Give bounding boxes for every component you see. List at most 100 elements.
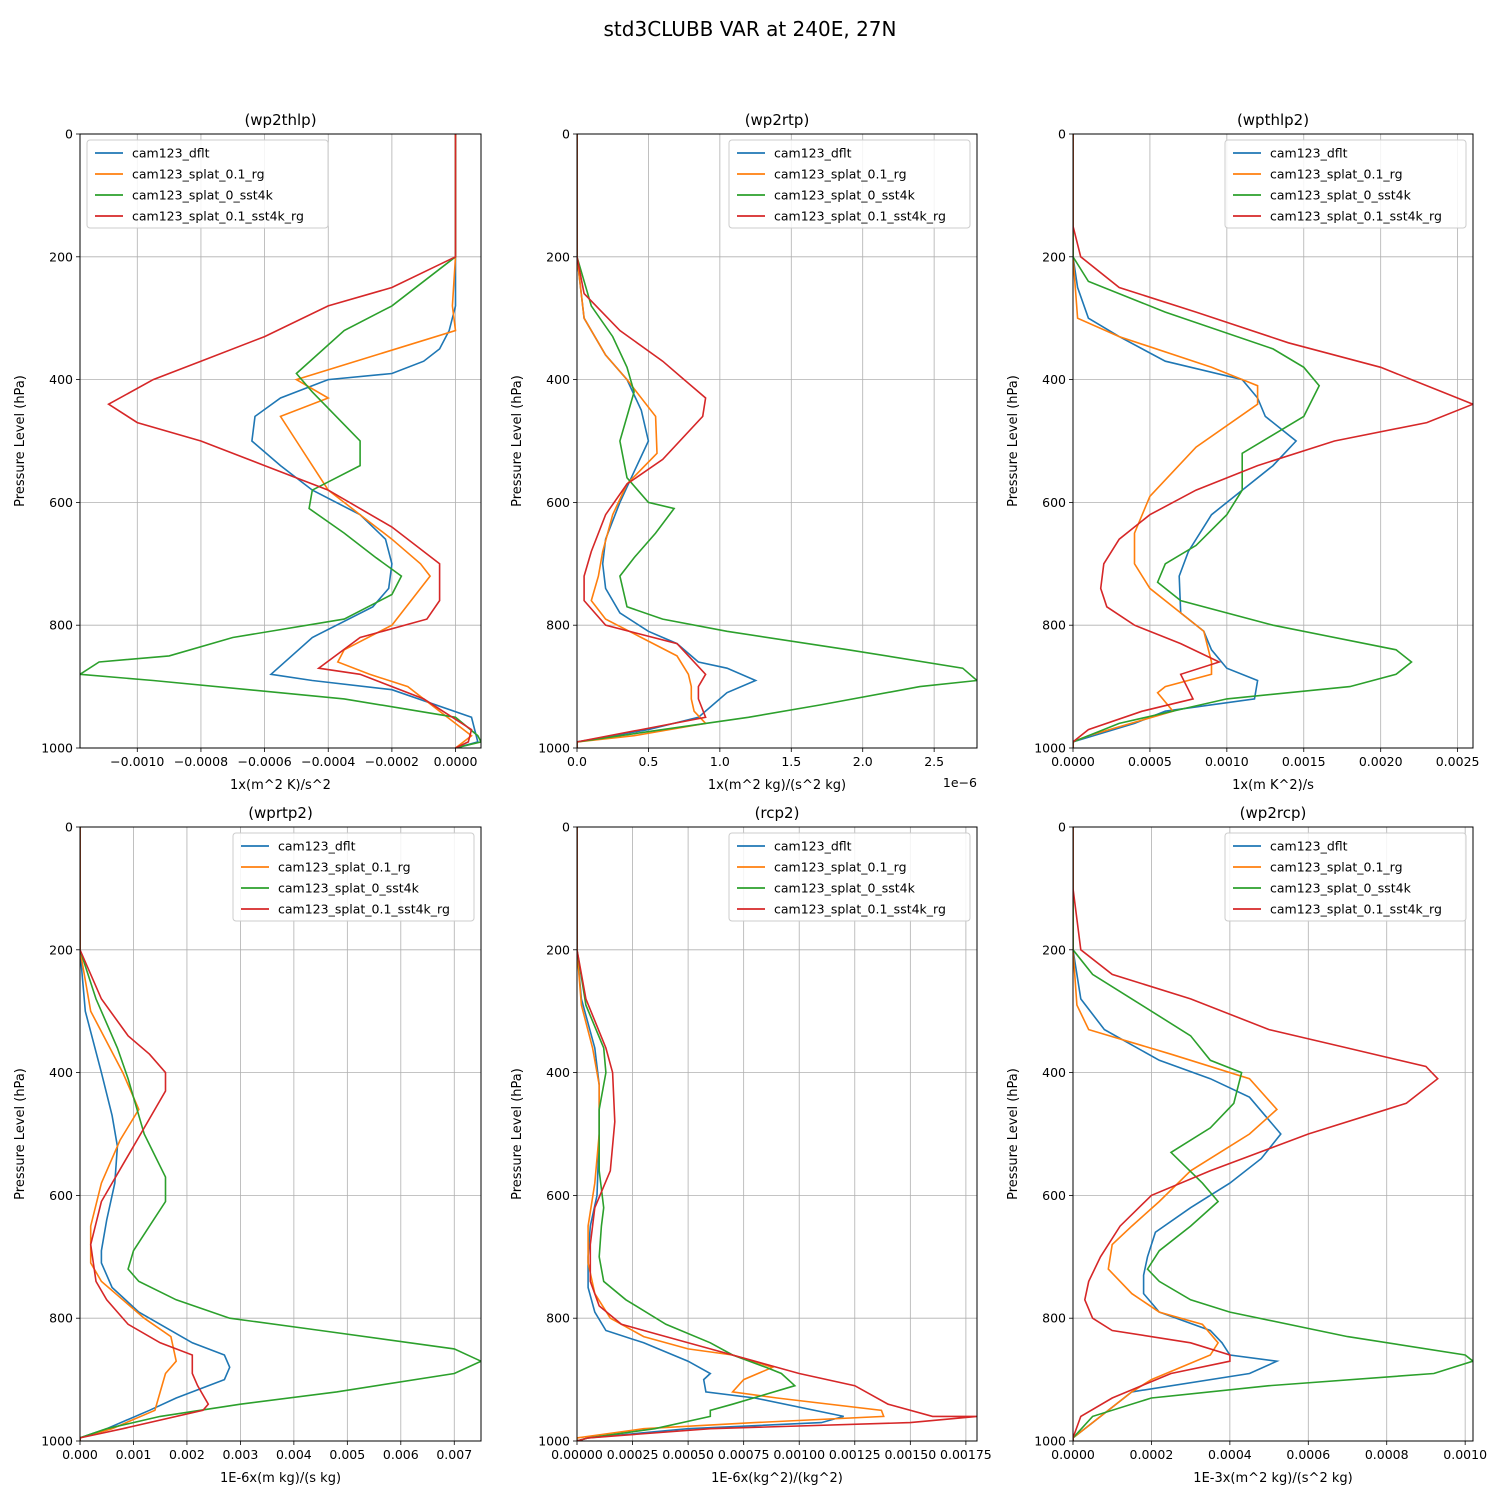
y-tick-label: 800 [546, 1311, 570, 1326]
x-axis-label: 1x(m^2 K)/s^2 [230, 778, 331, 793]
chart-title: (wprtp2) [248, 804, 313, 822]
series-line-cam123_dflt [1073, 134, 1298, 748]
legend-entry: cam123_splat_0.1_rg [774, 860, 907, 875]
y-tick-label: 1000 [538, 1434, 570, 1449]
y-tick-label: 400 [49, 1065, 73, 1080]
x-tick-label: 0.0008 [1365, 1447, 1409, 1462]
legend-entry: cam123_splat_0.1_sst4k_rg [132, 209, 304, 224]
x-tick-label: −0.0008 [174, 754, 228, 769]
legend-entry: cam123_splat_0.1_sst4k_rg [1270, 902, 1442, 917]
legend-entry: cam123_splat_0_sst4k [1270, 881, 1412, 896]
y-tick-label: 0 [65, 127, 73, 142]
x-tick-label: 0.00075 [718, 1447, 770, 1462]
series-line-cam123_dflt [80, 827, 231, 1441]
x-tick-label: −0.0004 [301, 754, 355, 769]
y-tick-label: 800 [49, 1311, 73, 1326]
axes-frame [1072, 826, 1474, 1442]
legend-box [728, 139, 971, 229]
series-line-cam123_splat_0.1_rg [577, 134, 708, 748]
y-tick-label: 600 [1042, 495, 1066, 510]
x-tick-label: 0.0005 [1128, 754, 1172, 769]
legend-entry: cam123_splat_0.1_sst4k_rg [1270, 209, 1442, 224]
x-tick-label: 0.00125 [829, 1447, 881, 1462]
x-tick-label: 0.001 [116, 1447, 152, 1462]
series-line-cam123_splat_0_sst4k [577, 827, 797, 1441]
x-tick-label: 0.002 [169, 1447, 205, 1462]
chart-title: (rcp2) [755, 804, 800, 822]
axes-root: −0.0010 −0.0008 −0.0006 −0.0004 −0.0002 0.000… [13, 111, 1487, 1486]
x-tick-label: 0.0000 [434, 754, 478, 769]
x-tick-label: 0.000 [62, 1447, 98, 1462]
y-tick-label: 0 [65, 820, 73, 835]
x-tick-label: −0.0006 [237, 754, 291, 769]
legend-entry: cam123_splat_0.1_rg [1270, 860, 1403, 875]
y-tick-label: 200 [546, 249, 570, 264]
y-tick-label: 600 [546, 495, 570, 510]
series-line-cam123_splat_0.1_sst4k_rg [577, 827, 977, 1441]
x-tick-label: 0.00150 [884, 1447, 936, 1462]
chart-panel-5: 0.00000 0.00025 0.00050 0.00075 0.00100 0.001… [510, 804, 992, 1486]
series-line-cam123_splat_0_sst4k [1073, 827, 1473, 1441]
y-tick-label: 800 [1042, 1311, 1066, 1326]
chart-panel-1: −0.0010 −0.0008 −0.0006 −0.0004 −0.0002 0.000… [13, 111, 482, 793]
legend-entry: cam123_dflt [1270, 146, 1348, 161]
legend-entry: cam123_dflt [132, 146, 210, 161]
series-line-cam123_splat_0_sst4k [80, 134, 481, 748]
x-tick-label: 0.00175 [940, 1447, 992, 1462]
series-line-cam123_splat_0_sst4k [577, 134, 977, 748]
x-tick-label: 0.00050 [662, 1447, 714, 1462]
y-tick-label: 200 [1042, 942, 1066, 957]
chart-panel-6: 0.0000 0.0002 0.0004 0.0006 0.0008 0.0010 0 200… [1006, 804, 1487, 1486]
x-tick-label: 0.003 [223, 1447, 259, 1462]
x-axis-label: 1E-6x(kg^2)/(kg^2) [711, 1471, 843, 1486]
x-axis-label: 1E-3x(m^2 kg)/(s^2 kg) [1193, 1471, 1352, 1486]
y-tick-label: 400 [1042, 1065, 1066, 1080]
series-line-cam123_dflt [577, 827, 844, 1441]
y-tick-label: 1000 [41, 741, 73, 756]
x-tick-label: 0.0006 [1286, 1447, 1330, 1462]
y-tick-label: 400 [1042, 372, 1066, 387]
x-axis-label: 1x(m K^2)/s [1232, 778, 1314, 793]
y-tick-label: 800 [1042, 618, 1066, 633]
x-tick-label: 0.5 [638, 754, 658, 769]
x-tick-label: 0.00000 [551, 1447, 603, 1462]
legend-entry: cam123_splat_0_sst4k [1270, 188, 1412, 203]
legend-entry: cam123_splat_0.1_sst4k_rg [278, 902, 450, 917]
x-tick-label: 2.0 [853, 754, 873, 769]
y-tick-label: 0 [1058, 127, 1066, 142]
legend: cam123_dflt cam123_splat_0.1_rg cam123_spl… [86, 139, 329, 229]
x-tick-label: 0.004 [276, 1447, 312, 1462]
legend-box [728, 832, 971, 922]
x-tick-label: −0.0002 [365, 754, 419, 769]
axes-frame [576, 826, 978, 1442]
x-tick-label: 0.0010 [1205, 754, 1249, 769]
y-tick-label: 600 [1042, 1188, 1066, 1203]
x-tick-label: 1.0 [710, 754, 730, 769]
legend-entry: cam123_dflt [1270, 839, 1348, 854]
series-line-cam123_splat_0.1_sst4k_rg [577, 134, 707, 748]
chart-title: (wp2rtp) [745, 111, 810, 129]
x-tick-label: 0.0025 [1436, 754, 1480, 769]
x-tick-label: −0.0010 [110, 754, 164, 769]
y-tick-label: 1000 [1034, 1434, 1066, 1449]
series-line-cam123_splat_0.1_sst4k_rg [80, 827, 210, 1441]
chart-panel-4: 0.000 0.001 0.002 0.003 0.004 0.005 0.006 0.007… [13, 804, 482, 1486]
x-tick-label: 0.0010 [1443, 1447, 1487, 1462]
x-tick-label: 0.005 [329, 1447, 365, 1462]
x-tick-label: 0.0020 [1359, 754, 1403, 769]
x-tick-label: 0.00100 [773, 1447, 825, 1462]
legend-entry: cam123_splat_0.1_rg [774, 167, 907, 182]
figure-title: std3CLUBB VAR at 240E, 27N [604, 17, 897, 41]
series-line-cam123_splat_0.1_sst4k_rg [1073, 134, 1473, 748]
legend: cam123_dflt cam123_splat_0.1_rg cam123_spl… [728, 139, 971, 229]
x-tick-label: 0.0000 [1051, 1447, 1095, 1462]
y-tick-label: 200 [546, 942, 570, 957]
y-tick-label: 200 [49, 942, 73, 957]
chart-title: (wp2thlp) [244, 111, 316, 129]
x-tick-label: 0.006 [383, 1447, 419, 1462]
y-axis-label: Pressure Level (hPa) [1006, 375, 1021, 507]
y-tick-label: 600 [546, 1188, 570, 1203]
legend-entry: cam123_dflt [774, 839, 852, 854]
legend: cam123_dflt cam123_splat_0.1_rg cam123_spl… [728, 832, 971, 922]
